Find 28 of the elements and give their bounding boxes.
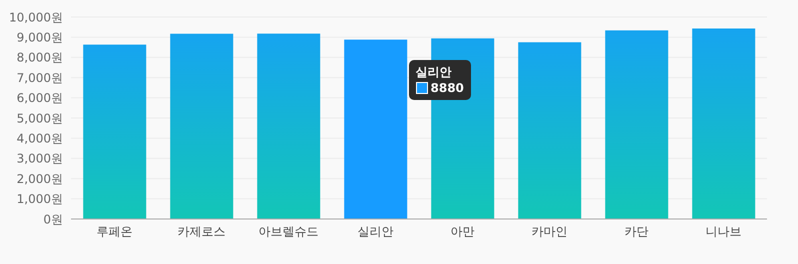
annotation: 8880 <box>430 80 464 96</box>
y-tick-label: 5,000원 <box>16 111 63 126</box>
y-tick-label: 3,000원 <box>16 152 63 166</box>
y-tick-label: 4,000원 <box>16 131 63 146</box>
x-tick-label: 카제로스 <box>178 224 226 239</box>
y-tick-label: 8,000원 <box>16 50 63 65</box>
x-tick-label: 아만 <box>450 224 474 239</box>
x-tick-label: 니나브 <box>706 224 742 239</box>
y-tick-label: 7,000원 <box>16 70 63 85</box>
x-tick-label: 실리안 <box>358 224 394 239</box>
bar <box>605 30 668 219</box>
bar <box>518 42 582 219</box>
x-tick-label: 루페온 <box>96 224 132 239</box>
y-tick-label: 10,000원 <box>9 10 63 24</box>
y-tick-label: 9,000원 <box>16 30 63 44</box>
bar <box>692 28 756 219</box>
y-tick-label: 1,000원 <box>16 192 63 206</box>
x-tick-label: 카단 <box>624 224 648 239</box>
x-tick-label: 아브렐슈드 <box>258 224 318 239</box>
bar <box>170 34 234 219</box>
bar <box>83 44 146 219</box>
bar <box>344 40 408 219</box>
bar <box>257 34 320 219</box>
x-tick-label: 카마인 <box>532 224 568 239</box>
y-tick-label: 6,000원 <box>16 91 63 106</box>
y-tick-label: 0원 <box>43 212 63 226</box>
tooltip: 실리안 8880 <box>408 60 471 100</box>
y-tick-label: 2,000원 <box>16 172 63 186</box>
